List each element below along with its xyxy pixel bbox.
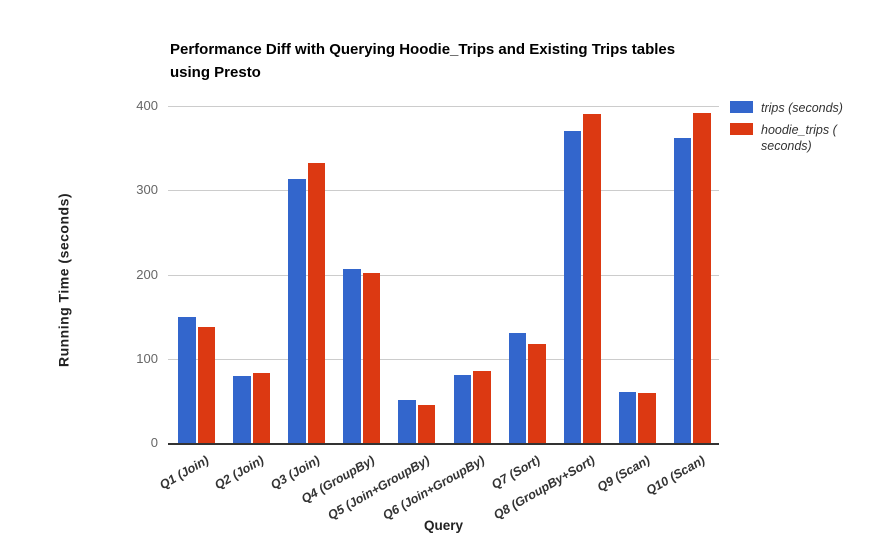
x-category-label-10: Q10 (Scan) [643, 453, 708, 498]
bar-trips-q3 [288, 179, 306, 443]
x-category-label-9: Q9 (Scan) [594, 453, 653, 495]
bar-hoodie_trips-q5 [417, 405, 436, 443]
y-tick-label-300: 300 [136, 182, 158, 198]
bar-trips-q8 [563, 131, 582, 443]
bar-trips-q9 [618, 391, 637, 443]
bar-hoodie_trips-q6 [473, 371, 491, 443]
y-tick-label-400: 400 [136, 98, 158, 113]
bar-trips-q10 [673, 138, 692, 443]
bar-hoodie_trips-q10 [693, 112, 711, 443]
x-axis-title: Query [423, 518, 464, 533]
x-category-label-1: Q1 (Join) [157, 453, 212, 493]
bar-hoodie_trips-q8 [583, 114, 601, 443]
bar-trips-q6 [453, 374, 472, 443]
gridline-200 [168, 274, 719, 276]
x-category-label-2: Q2 (Join) [212, 453, 267, 493]
x-category-label-6: Q6 (Join+GroupBy) [380, 453, 488, 523]
plot-area [168, 106, 719, 445]
chart-title: Performance Diff with Querying Hoodie_Tr… [170, 38, 770, 84]
bar-hoodie_trips-q1 [197, 326, 216, 443]
legend-label-hoodie_trips: hoodie_trips ( seconds) [761, 123, 837, 153]
bar-hoodie_trips-q2 [252, 373, 271, 443]
gridline-300 [168, 190, 719, 192]
bar-hoodie_trips-q4 [362, 272, 381, 443]
y-tick-label-0: 0 [150, 435, 158, 450]
legend-item-hoodie_trips: hoodie_trips ( seconds) [730, 122, 880, 154]
bar-trips-q2 [233, 375, 251, 443]
chart-title-line-2: using Presto [170, 64, 261, 81]
legend-swatch-hoodie_trips [730, 123, 753, 135]
legend: trips (seconds) hoodie_trips ( seconds) [730, 100, 880, 160]
y-axis-title: Running Time (seconds) [55, 192, 72, 368]
y-tick-label-100: 100 [136, 350, 158, 366]
x-category-label-8: Q8 (GroupBy+Sort) [491, 453, 598, 523]
bar-trips-q7 [508, 332, 527, 443]
bar-trips-q1 [178, 316, 196, 443]
y-tick-label-200: 200 [136, 266, 158, 282]
x-category-label-5: Q5 (Join+GroupBy) [325, 453, 432, 523]
bar-hoodie_trips-q7 [528, 344, 546, 443]
legend-item-trips: trips (seconds) [730, 100, 880, 116]
bar-trips-q5 [398, 400, 416, 443]
chart-title-line-1: Performance Diff with Querying Hoodie_Tr… [170, 41, 676, 58]
bar-trips-q4 [343, 268, 361, 443]
gridline-100 [168, 358, 719, 360]
gridline-400 [168, 106, 719, 107]
bar-hoodie_trips-q3 [307, 163, 326, 443]
legend-label-trips: trips (seconds) [761, 101, 843, 115]
legend-swatch-trips [730, 101, 753, 113]
bar-hoodie_trips-q9 [638, 393, 656, 443]
